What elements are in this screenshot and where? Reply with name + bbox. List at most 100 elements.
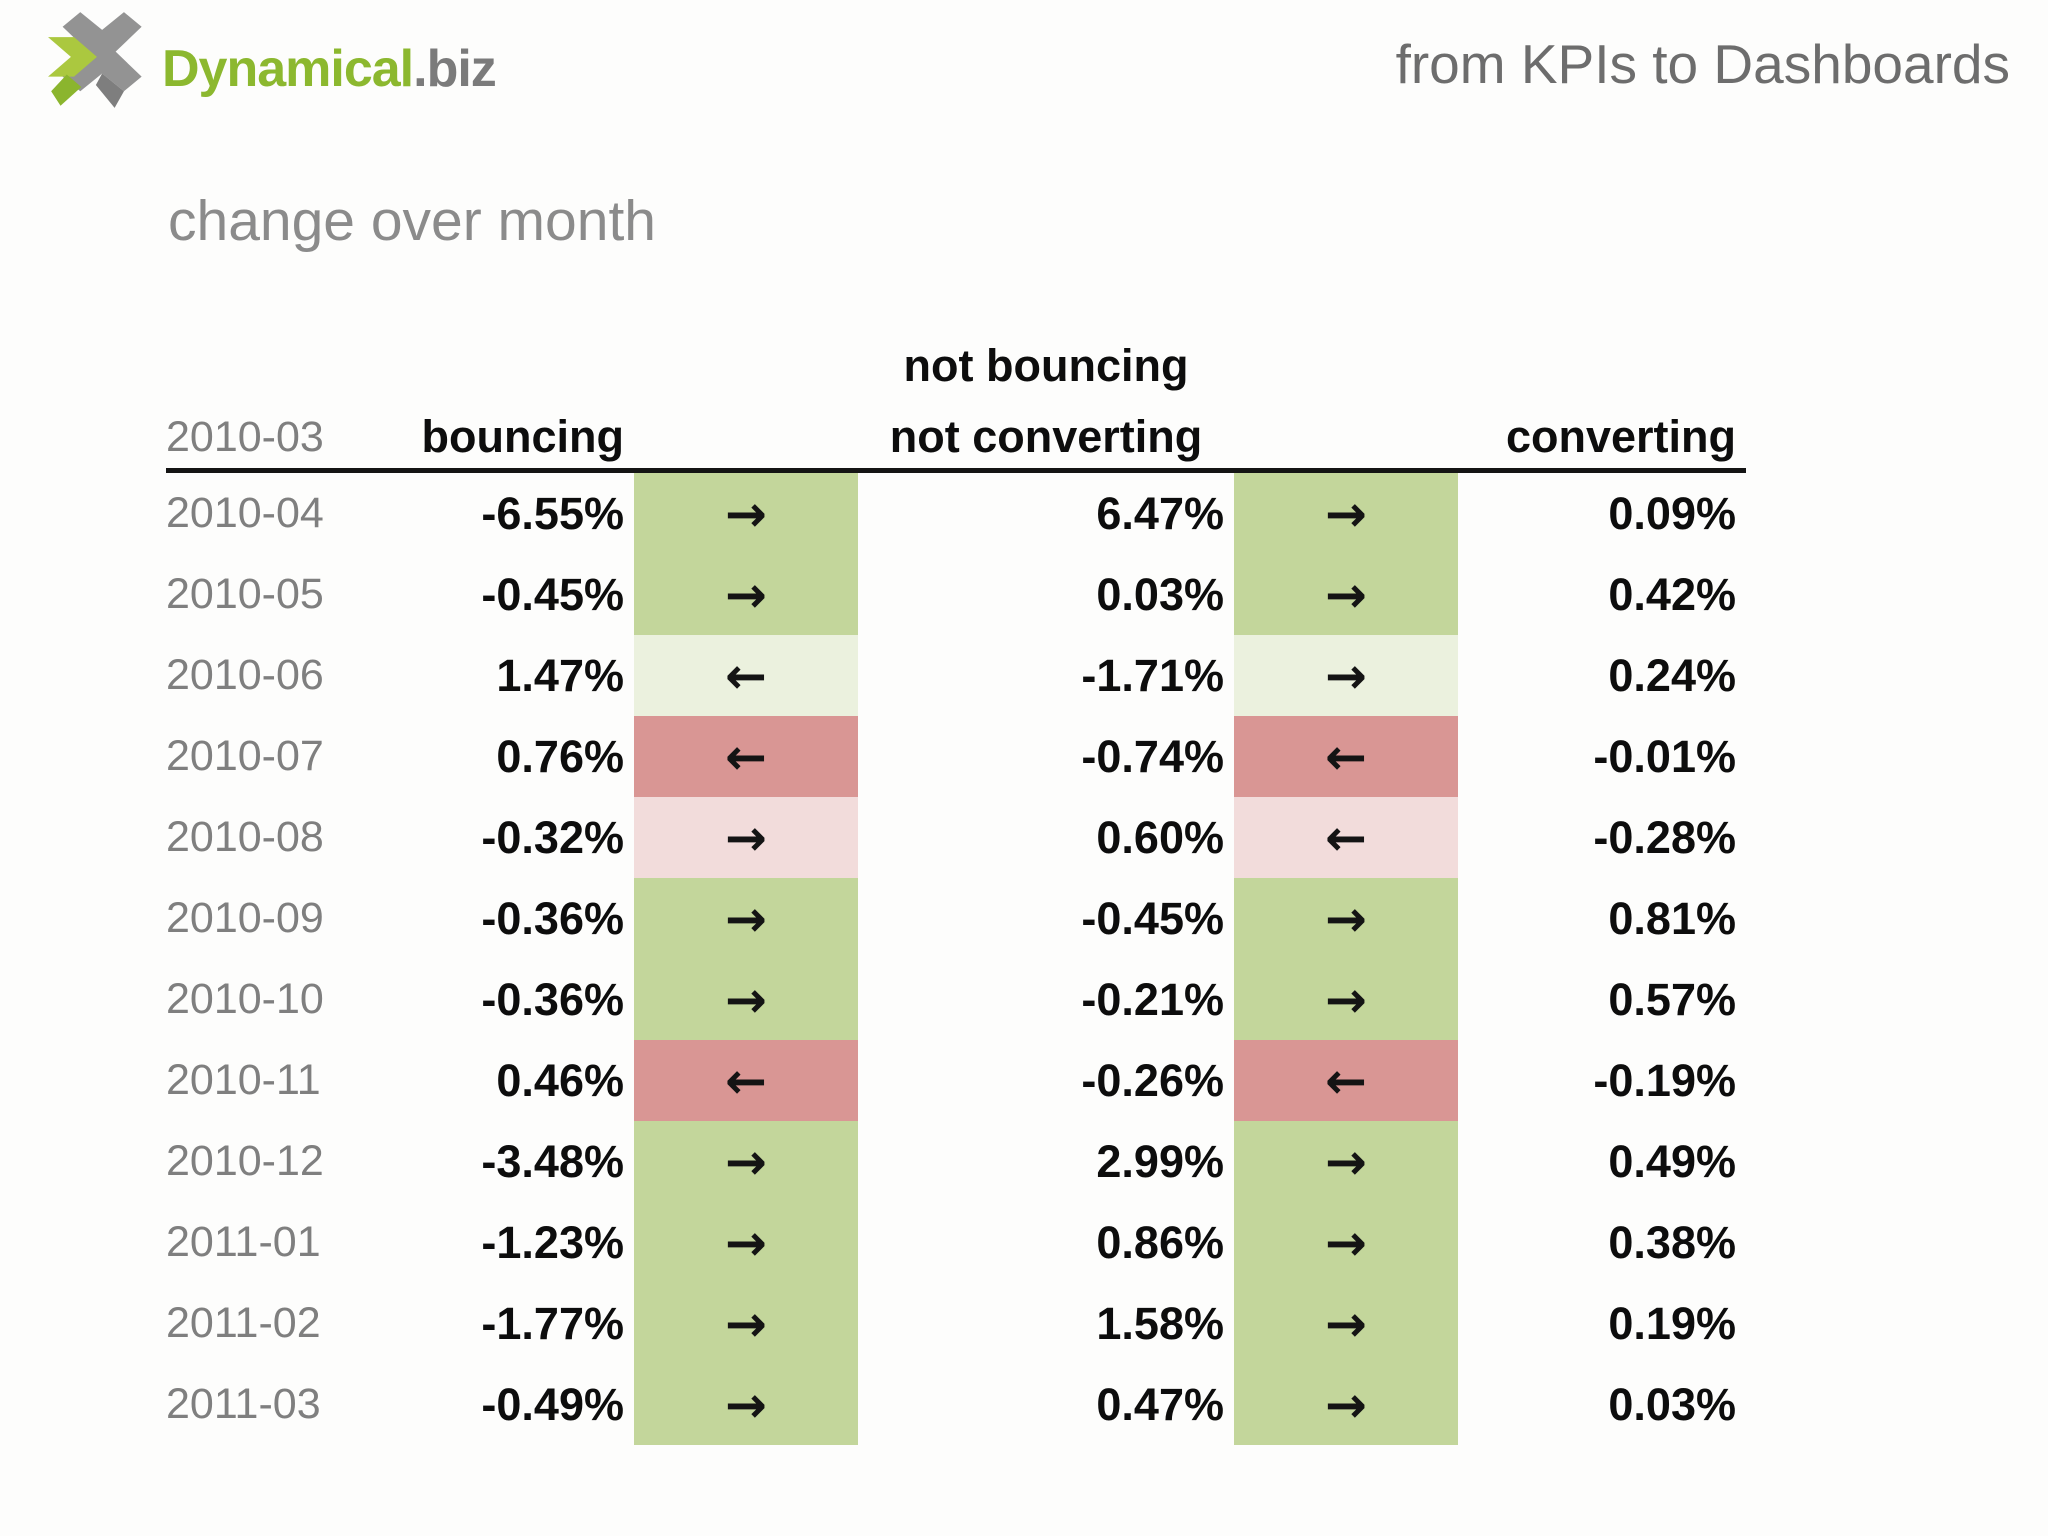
col-header-not-bouncing: not bouncing not converting: [858, 318, 1234, 460]
bouncing-value: 0.46%: [496, 1054, 624, 1106]
trend-arrow-icon: →: [1325, 565, 1367, 624]
table-title: change over month: [168, 189, 656, 253]
not-bouncing-trend-cell: →: [1234, 554, 1458, 635]
brand-bar: Dynamical.biz from KPIs to Dashboards: [0, 0, 2048, 118]
not-bouncing-value: 2.99%: [1096, 1135, 1224, 1187]
trend-arrow-icon: ←: [725, 727, 767, 786]
trend-arrow-icon: →: [1325, 484, 1367, 543]
not-bouncing-value: 0.03%: [1096, 568, 1224, 620]
bouncing-value: -0.45%: [481, 568, 624, 620]
converting-value: 0.19%: [1608, 1297, 1736, 1349]
not-bouncing-value: 0.60%: [1096, 811, 1224, 863]
converting-value: 0.24%: [1608, 649, 1736, 701]
trend-arrow-icon: ←: [1325, 808, 1367, 867]
table-row: 2010-12 -3.48% → 2.99% → 0.49%: [166, 1121, 1746, 1202]
row-month: 2010-10: [166, 975, 324, 1023]
table-row: 2010-09 -0.36% → -0.45% → 0.81%: [166, 878, 1746, 959]
row-month: 2010-08: [166, 813, 324, 861]
change-over-month-table: 2010-03 bouncing not bouncing not conver…: [166, 268, 1746, 1445]
converting-value: 0.42%: [1608, 568, 1736, 620]
bouncing-value: -0.32%: [481, 811, 624, 863]
converting-value: 0.81%: [1608, 892, 1736, 944]
row-month: 2011-01: [166, 1218, 321, 1266]
col-header-not-bouncing-line1: not bouncing: [903, 339, 1189, 391]
row-month: 2010-12: [166, 1137, 324, 1185]
logo: Dynamical.biz: [38, 8, 497, 112]
brand-name: Dynamical.biz: [162, 39, 497, 99]
bouncing-trend-cell: →: [634, 797, 858, 878]
base-month-label: 2010-03: [166, 412, 324, 461]
converting-value: 0.09%: [1608, 487, 1736, 539]
not-bouncing-value: 0.86%: [1096, 1216, 1224, 1268]
trend-arrow-icon: →: [1325, 1375, 1367, 1434]
trend-arrow-icon: →: [725, 1294, 767, 1353]
not-bouncing-value: 6.47%: [1096, 487, 1224, 539]
row-month: 2011-03: [166, 1380, 321, 1428]
not-bouncing-value: -0.21%: [1081, 973, 1224, 1025]
not-bouncing-trend-cell: →: [1234, 1283, 1458, 1364]
table-row: 2011-03 -0.49% → 0.47% → 0.03%: [166, 1364, 1746, 1445]
not-bouncing-trend-cell: ←: [1234, 716, 1458, 797]
not-bouncing-trend-cell: →: [1234, 1364, 1458, 1445]
not-bouncing-value: -0.74%: [1081, 730, 1224, 782]
brand-name-gray: .biz: [413, 40, 497, 98]
bouncing-value: -6.55%: [481, 487, 624, 539]
not-bouncing-value: -1.71%: [1081, 649, 1224, 701]
bouncing-trend-cell: ←: [634, 1040, 858, 1121]
not-bouncing-value: -0.45%: [1081, 892, 1224, 944]
table-row: 2011-01 -1.23% → 0.86% → 0.38%: [166, 1202, 1746, 1283]
bouncing-value: -1.77%: [481, 1297, 624, 1349]
table-row: 2010-11 0.46% ← -0.26% ← -0.19%: [166, 1040, 1746, 1121]
bouncing-trend-cell: →: [634, 878, 858, 959]
table-row: 2010-06 1.47% ← -1.71% → 0.24%: [166, 635, 1746, 716]
trend-arrow-icon: →: [725, 484, 767, 543]
converting-value: 0.49%: [1608, 1135, 1736, 1187]
row-month: 2010-07: [166, 732, 324, 780]
bouncing-trend-cell: ←: [634, 635, 858, 716]
table-row: 2011-02 -1.77% → 1.58% → 0.19%: [166, 1283, 1746, 1364]
not-bouncing-trend-cell: →: [1234, 1202, 1458, 1283]
trend-arrow-icon: →: [725, 808, 767, 867]
not-bouncing-value: 1.58%: [1096, 1297, 1224, 1349]
bouncing-value: -0.36%: [481, 973, 624, 1025]
not-bouncing-trend-cell: →: [1234, 473, 1458, 554]
converting-value: -0.19%: [1593, 1054, 1736, 1106]
bouncing-trend-cell: →: [634, 473, 858, 554]
trend-arrow-icon: →: [1325, 970, 1367, 1029]
bouncing-value: 1.47%: [496, 649, 624, 701]
trend-arrow-icon: →: [725, 1213, 767, 1272]
trend-arrow-icon: →: [1325, 646, 1367, 705]
trend-arrow-icon: →: [1325, 1294, 1367, 1353]
converting-value: 0.03%: [1608, 1378, 1736, 1430]
not-bouncing-trend-cell: ←: [1234, 797, 1458, 878]
trend-arrow-icon: →: [725, 889, 767, 948]
not-bouncing-value: 0.47%: [1096, 1378, 1224, 1430]
table-row: 2010-10 -0.36% → -0.21% → 0.57%: [166, 959, 1746, 1040]
trend-arrow-icon: →: [725, 1132, 767, 1191]
row-month: 2010-06: [166, 651, 324, 699]
table-row: 2010-05 -0.45% → 0.03% → 0.42%: [166, 554, 1746, 635]
converting-value: 0.38%: [1608, 1216, 1736, 1268]
trend-arrow-icon: ←: [725, 646, 767, 705]
table-row: 2010-08 -0.32% → 0.60% ← -0.28%: [166, 797, 1746, 878]
table-body: 2010-04 -6.55% → 6.47% → 0.09% 2010-05 -…: [166, 473, 1746, 1445]
trend-arrow-icon: →: [725, 565, 767, 624]
trend-arrow-icon: ←: [1325, 1051, 1367, 1110]
not-bouncing-trend-cell: ←: [1234, 1040, 1458, 1121]
row-month: 2010-11: [166, 1056, 321, 1104]
bouncing-value: 0.76%: [496, 730, 624, 782]
bouncing-trend-cell: →: [634, 1121, 858, 1202]
bouncing-value: -1.23%: [481, 1216, 624, 1268]
trend-arrow-icon: ←: [1325, 727, 1367, 786]
table-header-row: 2010-03 bouncing not bouncing not conver…: [166, 268, 1746, 473]
converting-value: 0.57%: [1608, 973, 1736, 1025]
slide-tagline: from KPIs to Dashboards: [1395, 33, 2010, 95]
trend-arrow-icon: →: [1325, 889, 1367, 948]
row-month: 2010-04: [166, 489, 324, 537]
not-bouncing-trend-cell: →: [1234, 1121, 1458, 1202]
bouncing-trend-cell: →: [634, 1364, 858, 1445]
trend-arrow-icon: →: [1325, 1213, 1367, 1272]
bouncing-value: -3.48%: [481, 1135, 624, 1187]
trend-arrow-icon: →: [1325, 1132, 1367, 1191]
trend-arrow-icon: →: [725, 1375, 767, 1434]
